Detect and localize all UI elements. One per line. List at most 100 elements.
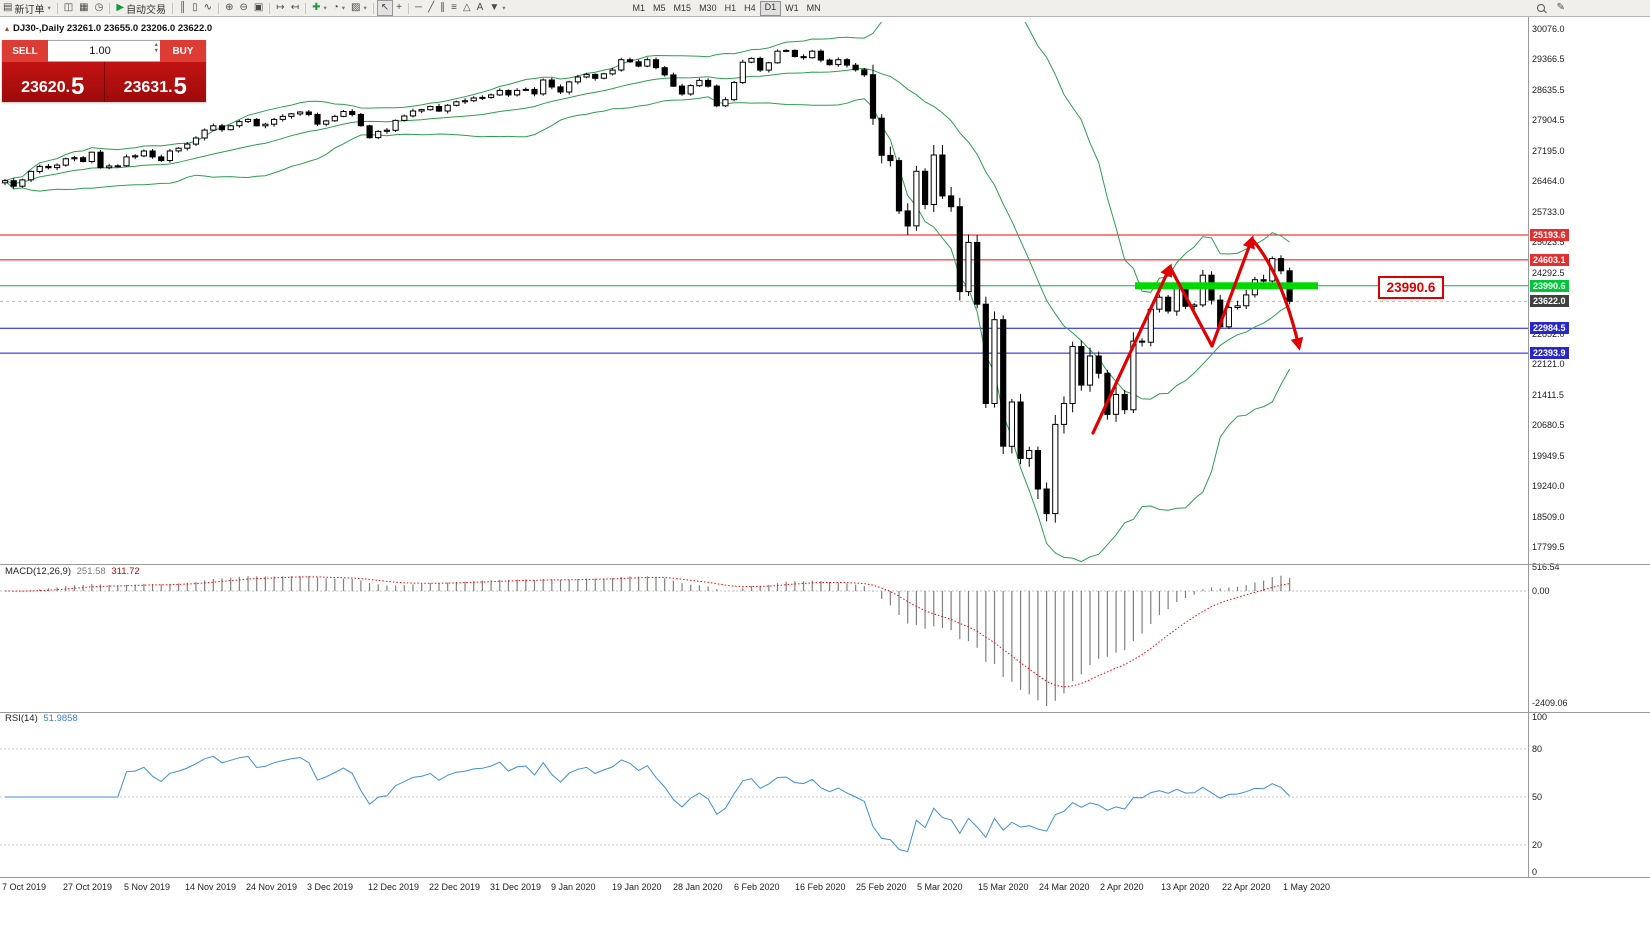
- cursor-button[interactable]: ↖: [376, 0, 394, 16]
- ohlc-bars-button[interactable]: ║: [176, 1, 189, 15]
- cursor-icon: ↖: [380, 2, 390, 13]
- timeframe-m15[interactable]: M15: [673, 2, 692, 13]
- date-label: 22 Dec 2019: [429, 882, 481, 892]
- sell-price[interactable]: 23620. 5: [2, 62, 105, 102]
- price-callout[interactable]: 23990.6: [1378, 276, 1444, 299]
- pane-separator-macd[interactable]: [0, 564, 1650, 565]
- timeframe-mn[interactable]: MN: [806, 2, 821, 13]
- macd-axis-label: 516.54: [1532, 562, 1560, 572]
- periods-button[interactable]: ◔ ▾: [330, 1, 348, 15]
- one-click-trading-panel: SELL ▲▼ BUY 23620.5 23631.5: [2, 40, 206, 102]
- timeframe-h4[interactable]: H4: [744, 2, 756, 13]
- time-axis[interactable]: 7 Oct 2019 27 Oct 2019 5 Nov 2019 14 Nov 20…: [0, 877, 1528, 895]
- price-axis[interactable]: 30076.0 29366.5 28635.5 27904.5 27195.0 26464…: [1528, 16, 1650, 877]
- auto-scroll-button[interactable]: ↦: [273, 1, 287, 15]
- toolbar-separator: [172, 2, 174, 14]
- shapes-button[interactable]: △: [460, 1, 474, 15]
- line-chart-button[interactable]: ∿: [201, 1, 215, 15]
- rsi-axis-label: 100: [1532, 712, 1548, 722]
- indicators-icon: ✚: [312, 2, 321, 13]
- timeframe-w1[interactable]: W1: [785, 2, 799, 13]
- toolbar-separator: [408, 2, 409, 14]
- edit-button[interactable]: ✎: [1554, 1, 1568, 15]
- charts-window-button[interactable]: ◫: [61, 1, 76, 15]
- thick-green-level-line[interactable]: [1135, 282, 1318, 290]
- horizontal-level-lines[interactable]: [0, 234, 1528, 354]
- price-tick: 24292.5: [1532, 267, 1565, 278]
- price-level-label: 23990.6: [1530, 279, 1569, 292]
- volume-stepper[interactable]: ▲ ▼: [154, 42, 159, 54]
- zoom-out-icon: ⊖: [239, 2, 248, 13]
- sell-button[interactable]: SELL: [2, 40, 48, 62]
- date-label: 27 Oct 2019: [63, 882, 113, 892]
- zoom-out-button[interactable]: ⊖: [236, 1, 250, 15]
- candlestick-button[interactable]: ▯: [189, 1, 201, 15]
- macd-axis-label: -2409.06: [1532, 698, 1568, 708]
- date-label: 24 Nov 2019: [246, 882, 298, 892]
- channel-button[interactable]: ∥: [437, 1, 448, 15]
- tile-windows-button[interactable]: ▣: [251, 1, 266, 15]
- trend-arrows-annotation[interactable]: [1091, 235, 1304, 435]
- new-order-button[interactable]: ▤ 新订单 ▾: [0, 1, 54, 16]
- new-order-icon: ▤: [3, 2, 13, 13]
- market-watch-button[interactable]: ▦: [76, 1, 91, 15]
- auto-scroll-icon: ↦: [276, 2, 285, 13]
- date-label: 5 Nov 2019: [124, 882, 171, 892]
- timeframe-h1[interactable]: H1: [724, 2, 737, 13]
- date-label: 1 May 2020: [1283, 882, 1331, 892]
- price-tick: 30076.0: [1532, 24, 1565, 34]
- volume-field-wrap: ▲▼: [48, 40, 160, 62]
- refresh-button[interactable]: ◷: [92, 1, 107, 15]
- timeframe-m1[interactable]: M1: [632, 2, 646, 13]
- price-tick: 20680.5: [1532, 420, 1565, 431]
- macd-main-value: 251.58: [76, 566, 106, 577]
- stepper-up-icon[interactable]: ▲: [153, 42, 159, 48]
- text-icon: A: [476, 2, 484, 13]
- date-label: 25 Feb 2020: [856, 882, 907, 892]
- pencil-icon: ✎: [1556, 2, 1565, 13]
- pane-separator-rsi[interactable]: [0, 712, 1650, 713]
- fibonacci-button[interactable]: ≡: [448, 1, 460, 15]
- autotrading-button[interactable]: ▶ 自动交易: [113, 1, 169, 16]
- timeframe-m5[interactable]: M5: [653, 2, 666, 13]
- ohlc-bars-icon: ║: [179, 2, 187, 13]
- date-label: 6 Feb 2020: [734, 882, 780, 892]
- timeframe-m30[interactable]: M30: [699, 2, 717, 13]
- macd-axis-label: 0.00: [1532, 586, 1550, 596]
- search-icon: [1536, 4, 1545, 12]
- price-tick: 27195.0: [1532, 145, 1565, 156]
- price-tick: 25023.5: [1532, 237, 1565, 248]
- zoom-in-button[interactable]: ⊕: [222, 1, 236, 15]
- date-label: 12 Dec 2019: [368, 882, 420, 892]
- stepper-down-icon[interactable]: ▼: [153, 48, 159, 54]
- timeframe-d1[interactable]: D1: [759, 0, 782, 16]
- text-button[interactable]: A: [474, 1, 487, 15]
- arrow-tools-icon: ▼: [489, 2, 500, 13]
- channel-icon: ∥: [440, 2, 446, 13]
- buy-button[interactable]: BUY: [160, 40, 206, 62]
- templates-button[interactable]: ▨ ▾: [348, 1, 370, 15]
- market-watch-icon: ▦: [79, 2, 89, 13]
- indicators-button[interactable]: ✚ ▾: [309, 1, 330, 15]
- date-label: 9 Jan 2020: [551, 882, 596, 892]
- candlestick-icon: ▯: [192, 2, 198, 13]
- horizontal-line-button[interactable]: ─: [412, 1, 425, 15]
- chevron-down-icon: ▾: [323, 5, 327, 12]
- top-toolbar: ▤ 新订单 ▾ ◫ ▦ ◷ ▶ 自动交易 ║ ▯ ∿ ⊕ ⊖ ▣ ↦ ↤ ✚ ▾ ◔ ▾ ▨ ▾ ↖ + ─ ╱ ∥ ≡ △ A ▼ ▾ M1…: [0, 0, 1650, 17]
- search-button[interactable]: [1534, 1, 1548, 15]
- arrow-tools-button[interactable]: ▼ ▾: [486, 1, 508, 15]
- date-label: 28 Jan 2020: [673, 882, 723, 892]
- trendline-button[interactable]: ╱: [425, 1, 437, 15]
- rsi-value: 51.9858: [43, 713, 78, 724]
- chart-title: ▴ DJ30-,Daily 23261.0 23655.0 23206.0 23…: [5, 23, 212, 34]
- buy-price[interactable]: 23631. 5: [105, 62, 207, 102]
- volume-input[interactable]: [48, 44, 160, 58]
- macd-signal-line: [4, 576, 1290, 688]
- crosshair-button[interactable]: +: [393, 1, 405, 15]
- chart-canvas[interactable]: [0, 16, 1528, 895]
- price-tick: 28635.5: [1532, 84, 1565, 95]
- chart-shift-button[interactable]: ↤: [288, 1, 302, 15]
- sell-price-pip: 5: [71, 72, 85, 100]
- rsi-axis-label: 0: [1532, 867, 1538, 877]
